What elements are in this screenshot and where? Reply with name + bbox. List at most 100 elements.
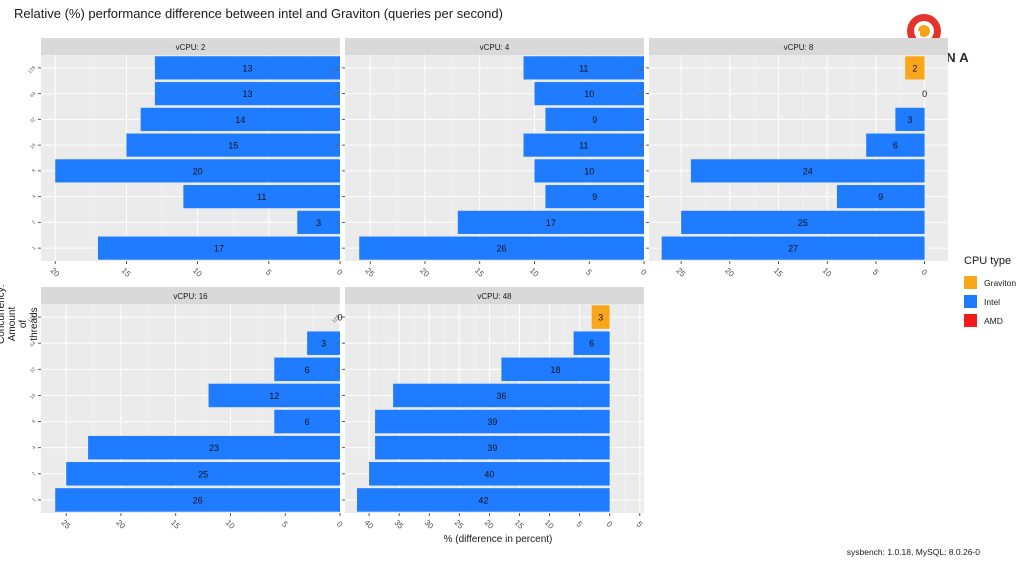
bar-value-label: 17 — [214, 244, 224, 254]
bar — [140, 107, 340, 131]
bar — [690, 159, 925, 183]
y-tick-label: 8 — [31, 168, 37, 174]
bar — [836, 185, 925, 209]
y-tick-label: 32 — [29, 366, 37, 374]
y-tick-label: 16 — [29, 142, 37, 150]
bar-value-label: 10 — [584, 89, 594, 99]
bar — [369, 462, 610, 486]
legend-swatch-graviton — [964, 276, 977, 289]
bar-value-label: 9 — [878, 192, 883, 202]
y-tick-label: 8 — [639, 168, 645, 174]
facet-strip — [649, 38, 948, 55]
bar-value-label: 26 — [497, 244, 507, 254]
y-tick-label: 2 — [335, 219, 341, 225]
y-tick-label: 4 — [31, 194, 37, 200]
y-tick-label: 1 — [639, 245, 645, 251]
y-tick-label: 16 — [29, 392, 37, 400]
bar — [534, 82, 644, 106]
bar-value-label: 26 — [193, 495, 203, 505]
bar-value-label: 27 — [788, 244, 798, 254]
bar-value-label: 6 — [305, 365, 310, 375]
bar-value-label: 39 — [487, 417, 497, 427]
bar — [866, 133, 925, 157]
bar-value-label: 18 — [551, 365, 561, 375]
bar-value-label: 3 — [316, 218, 321, 228]
legend-title: CPU type — [964, 255, 1012, 267]
legend: CPU type Graviton Intel AMD — [964, 255, 1016, 330]
x-tick-label: 20 — [114, 518, 127, 531]
x-tick-label: 5 — [871, 268, 881, 278]
y-tick-label: 1 — [335, 497, 341, 503]
bar — [208, 383, 340, 408]
x-tick-label: 10 — [224, 518, 237, 531]
x-tick-label: 10 — [543, 518, 556, 531]
facet-strip — [345, 287, 644, 304]
legend-swatch-amd — [964, 314, 977, 327]
y-tick-label: 64 — [29, 340, 37, 348]
x-axis-label: % (difference in percent) — [443, 534, 553, 545]
y-tick-label: 16 — [333, 142, 341, 150]
x-tick-label: 5 — [635, 520, 645, 530]
bar — [66, 462, 340, 486]
y-tick-label: 64 — [29, 91, 37, 99]
legend-item-amd: AMD — [964, 311, 1016, 330]
x-tick-label: 15 — [473, 266, 486, 279]
bar — [154, 82, 340, 106]
facet-strip-label: vCPU: 4 — [480, 43, 510, 52]
y-tick-label: 16 — [333, 392, 341, 400]
bar — [183, 185, 340, 209]
y-tick-label: 4 — [335, 194, 341, 200]
bar-value-label: 13 — [242, 89, 252, 99]
bar-value-label: 11 — [579, 63, 588, 73]
bar — [661, 236, 925, 260]
bar — [274, 409, 340, 434]
facet-strip-label: vCPU: 2 — [176, 43, 206, 52]
bar-value-label: 10 — [584, 166, 594, 176]
bar — [393, 383, 610, 408]
facet-strip — [41, 287, 340, 304]
legend-label-intel: Intel — [984, 296, 1001, 307]
bar-value-label: 0 — [922, 89, 927, 99]
x-tick-label: 20 — [723, 266, 736, 279]
x-tick-label: 0 — [335, 520, 345, 530]
facet-strip — [41, 38, 340, 55]
bar — [905, 56, 925, 80]
facet-strip-label: vCPU: 48 — [477, 292, 512, 301]
y-tick-label: 128 — [331, 65, 341, 75]
y-tick-label: 4 — [31, 445, 37, 451]
y-tick-label: 64 — [637, 91, 645, 99]
x-tick-label: 10 — [821, 266, 834, 279]
bar-value-label: 25 — [198, 469, 208, 479]
x-tick-label: 20 — [49, 266, 62, 279]
bar-value-label: 13 — [242, 63, 252, 73]
x-tick-label: 0 — [335, 268, 345, 278]
x-tick-label: 10 — [191, 266, 204, 279]
y-tick-label: 1 — [31, 245, 37, 251]
x-tick-label: 15 — [772, 266, 785, 279]
y-tick-label: 64 — [333, 91, 341, 99]
y-tick-label: 1 — [335, 245, 341, 251]
bar-value-label: 2 — [912, 63, 917, 73]
x-tick-label: 25 — [60, 518, 73, 531]
legend-label-graviton: Graviton — [984, 277, 1017, 288]
bar — [545, 107, 644, 131]
bar — [545, 185, 644, 209]
bar-value-label: 20 — [193, 166, 203, 176]
bar-value-label: 0 — [337, 313, 342, 323]
chart-title: Relative (%) performance difference betw… — [14, 6, 503, 21]
x-tick-label: 15 — [513, 518, 526, 531]
legend-item-graviton: Graviton — [964, 273, 1016, 292]
bar-value-label: 9 — [592, 192, 597, 202]
bar-value-label: 42 — [478, 495, 488, 505]
x-tick-label: 0 — [605, 520, 615, 530]
footer-note: sysbench: 1.0.18, MySQL: 8.0.26-0 — [846, 547, 980, 557]
bar-value-label: 6 — [305, 417, 310, 427]
facet-strip-label: vCPU: 16 — [173, 292, 208, 301]
y-tick-label: 32 — [333, 116, 341, 124]
bar-value-label: 25 — [798, 218, 808, 228]
y-tick-label: 32 — [333, 366, 341, 374]
x-tick-label: 40 — [362, 518, 375, 531]
bar — [895, 107, 925, 131]
bar — [534, 159, 644, 183]
